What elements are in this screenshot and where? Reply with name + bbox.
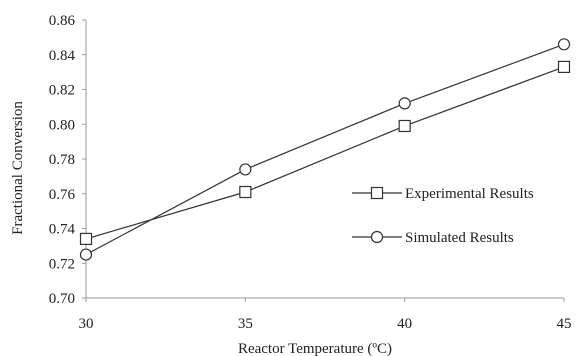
series-square — [79, 60, 571, 246]
legend-label: Experimental Results — [405, 186, 534, 202]
y-tick-label: 0.86 — [49, 13, 76, 29]
x-tick-label: 40 — [397, 316, 412, 332]
data-point-circle — [557, 38, 571, 51]
series-line — [85, 66, 565, 240]
y-tick-label: 0.76 — [49, 187, 76, 203]
data-point-square — [398, 119, 411, 133]
legend: Experimental Results Simulated Results — [352, 186, 534, 246]
series-layer — [79, 38, 571, 261]
x-tick-label: 35 — [238, 316, 253, 332]
x-tick-label: 30 — [79, 316, 94, 332]
y-tick-label: 0.82 — [49, 83, 75, 99]
y-tick-label: 0.74 — [49, 222, 76, 238]
x-tick-label: 45 — [557, 316, 572, 332]
legend-item: Experimental Results — [352, 186, 534, 202]
y-axis-ticks: 0.70 0.72 0.74 0.76 0.78 0.80 0.82 0.84 0.86 — [49, 13, 86, 307]
series-line — [85, 43, 565, 256]
y-axis-title: Fractional Conversion — [10, 101, 26, 235]
series-circle — [79, 38, 571, 261]
x-axis-title: Reactor Temperature (ºC) — [238, 341, 392, 356]
legend-item: Simulated Results — [352, 230, 514, 246]
data-point-square — [557, 60, 571, 74]
y-tick-label: 0.84 — [49, 48, 76, 64]
legend-marker-square — [370, 186, 384, 200]
legend-label: Simulated Results — [405, 230, 514, 246]
y-tick-label: 0.80 — [49, 117, 75, 133]
data-point-square — [79, 232, 93, 246]
y-tick-label: 0.70 — [49, 291, 75, 307]
data-point-circle — [398, 97, 411, 110]
data-point-square — [239, 185, 252, 199]
y-tick-label: 0.72 — [49, 256, 75, 272]
data-point-circle — [239, 163, 252, 176]
y-tick-label: 0.78 — [49, 152, 75, 168]
x-axis-ticks: 30 35 40 45 — [79, 298, 572, 332]
data-point-circle — [79, 248, 93, 261]
legend-marker-circle — [370, 230, 384, 244]
